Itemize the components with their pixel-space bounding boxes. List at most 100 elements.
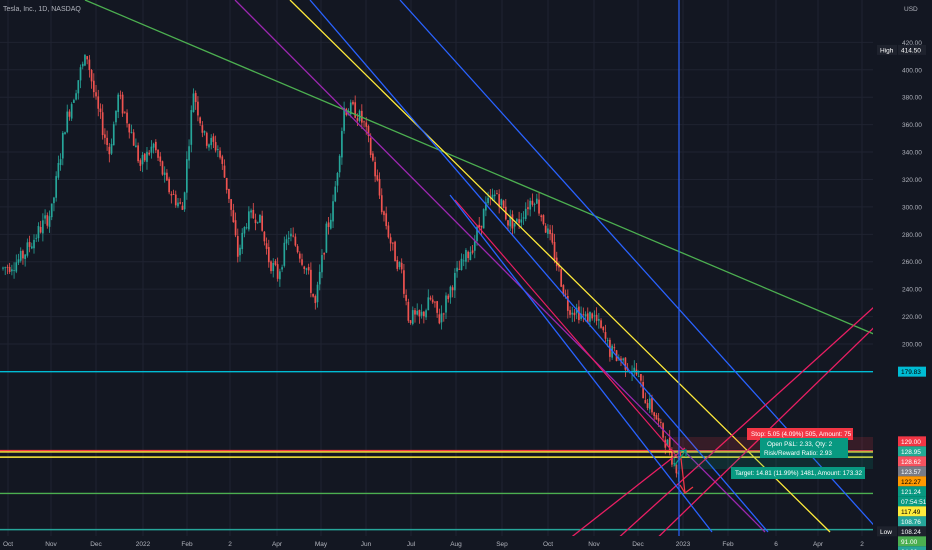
candle-body [640, 373, 642, 381]
candle-body [221, 156, 224, 164]
candle-body [256, 221, 259, 223]
candle-body [467, 251, 469, 259]
price-tag-value: 91.00 [901, 539, 918, 546]
y-tick-label: 340.00 [902, 150, 922, 157]
x-tick-label: Feb [181, 541, 193, 548]
candle-body [188, 146, 190, 161]
candle-body [365, 122, 368, 127]
candle-body [223, 165, 226, 178]
candle-body [265, 243, 268, 249]
position-tool[interactable]: Stop: 5.05 (4.09%) 505, Amount: 75 Open … [673, 428, 888, 494]
candle-body [385, 213, 388, 227]
candle-body [600, 320, 602, 328]
target-box [731, 467, 865, 479]
candle-body [323, 253, 326, 255]
candle-body [391, 242, 394, 244]
price-tags: 414.50 High 179.83 129.00 128.95 128.62 123.57… [877, 44, 927, 550]
stop-text: Stop: 5.05 (4.09%) 505, Amount: 75 [751, 431, 852, 438]
candle-body [336, 173, 339, 186]
candle-body [374, 161, 376, 177]
candle-body [476, 226, 478, 241]
candle-body [673, 463, 675, 464]
candle-body [580, 313, 582, 319]
candle-body [217, 149, 219, 150]
candle-body [15, 262, 18, 272]
candle-body [279, 271, 281, 280]
candle-body [405, 294, 407, 301]
candle-body [119, 95, 122, 97]
candle-body [456, 267, 458, 272]
price-tag [898, 476, 926, 487]
x-tick-label: Aug [450, 541, 462, 548]
candle-body [491, 194, 494, 200]
channel-line [449, 194, 713, 533]
candle-body [157, 150, 159, 158]
x-tick-label: Nov [45, 541, 57, 548]
candle-body [208, 144, 210, 148]
price-tag-value: 108.76 [901, 519, 921, 526]
candle-body [230, 199, 232, 210]
price-tag-value: 128.95 [901, 449, 921, 456]
price-tag [898, 486, 926, 497]
candle-body [445, 295, 447, 313]
arrow-up-icon [673, 449, 687, 467]
candle-body [53, 197, 55, 204]
candle-body [407, 301, 410, 321]
candle-body [354, 102, 357, 118]
price-tag [898, 44, 926, 55]
candle-body [294, 236, 297, 246]
candle-body [263, 231, 266, 242]
candle-body [425, 310, 427, 318]
candle-body [174, 194, 177, 206]
time-axis[interactable] [0, 536, 873, 550]
candle-body [493, 194, 496, 197]
candle-body [197, 101, 199, 116]
time-axis-labels: Oct Nov Dec 2022 Feb 2 Apr May Jun Jul Aug Sep Oct No… [3, 541, 864, 548]
currency-label: USD [904, 6, 918, 13]
candle-body [88, 59, 91, 71]
price-tag-value: 07:54:51 [901, 499, 927, 506]
price-tag [898, 546, 926, 550]
price-tag [898, 466, 926, 477]
candle-body [427, 297, 430, 311]
candle-body [549, 229, 551, 234]
candle-body [465, 250, 467, 262]
candle-body [55, 176, 58, 198]
candle-body [451, 287, 454, 291]
candle-body [511, 214, 514, 229]
x-tick-label: Sep [496, 541, 508, 548]
candle-body [469, 252, 472, 261]
candle-body [248, 211, 250, 230]
candle-body [620, 358, 622, 361]
x-tick-label: Feb [722, 541, 734, 548]
candle-body [582, 313, 585, 315]
candle-body [520, 219, 523, 223]
candle-body [108, 146, 111, 155]
candle-body [533, 204, 536, 205]
candle-body [26, 242, 29, 256]
candle-body [148, 152, 151, 155]
candle-body [307, 267, 310, 271]
candle-body [77, 80, 80, 94]
candle-body [24, 254, 26, 259]
candle-body [482, 209, 485, 229]
side-tag [877, 44, 897, 55]
channel-line [454, 199, 681, 461]
stop-box [747, 428, 853, 440]
candle-body [431, 299, 434, 303]
candle-body [571, 312, 574, 315]
candle-body [633, 367, 636, 372]
price-tag-value: 179.83 [901, 369, 921, 376]
candle-body [462, 260, 465, 262]
candle-body [648, 398, 651, 410]
candle-body [327, 222, 330, 227]
candle-body [409, 320, 412, 324]
candle-body [137, 145, 139, 162]
price-tag [898, 526, 926, 537]
candle-body [438, 314, 441, 324]
candle-body [298, 253, 301, 259]
candle-body [651, 397, 653, 413]
candle-body [201, 125, 204, 133]
candle-body [531, 200, 534, 205]
